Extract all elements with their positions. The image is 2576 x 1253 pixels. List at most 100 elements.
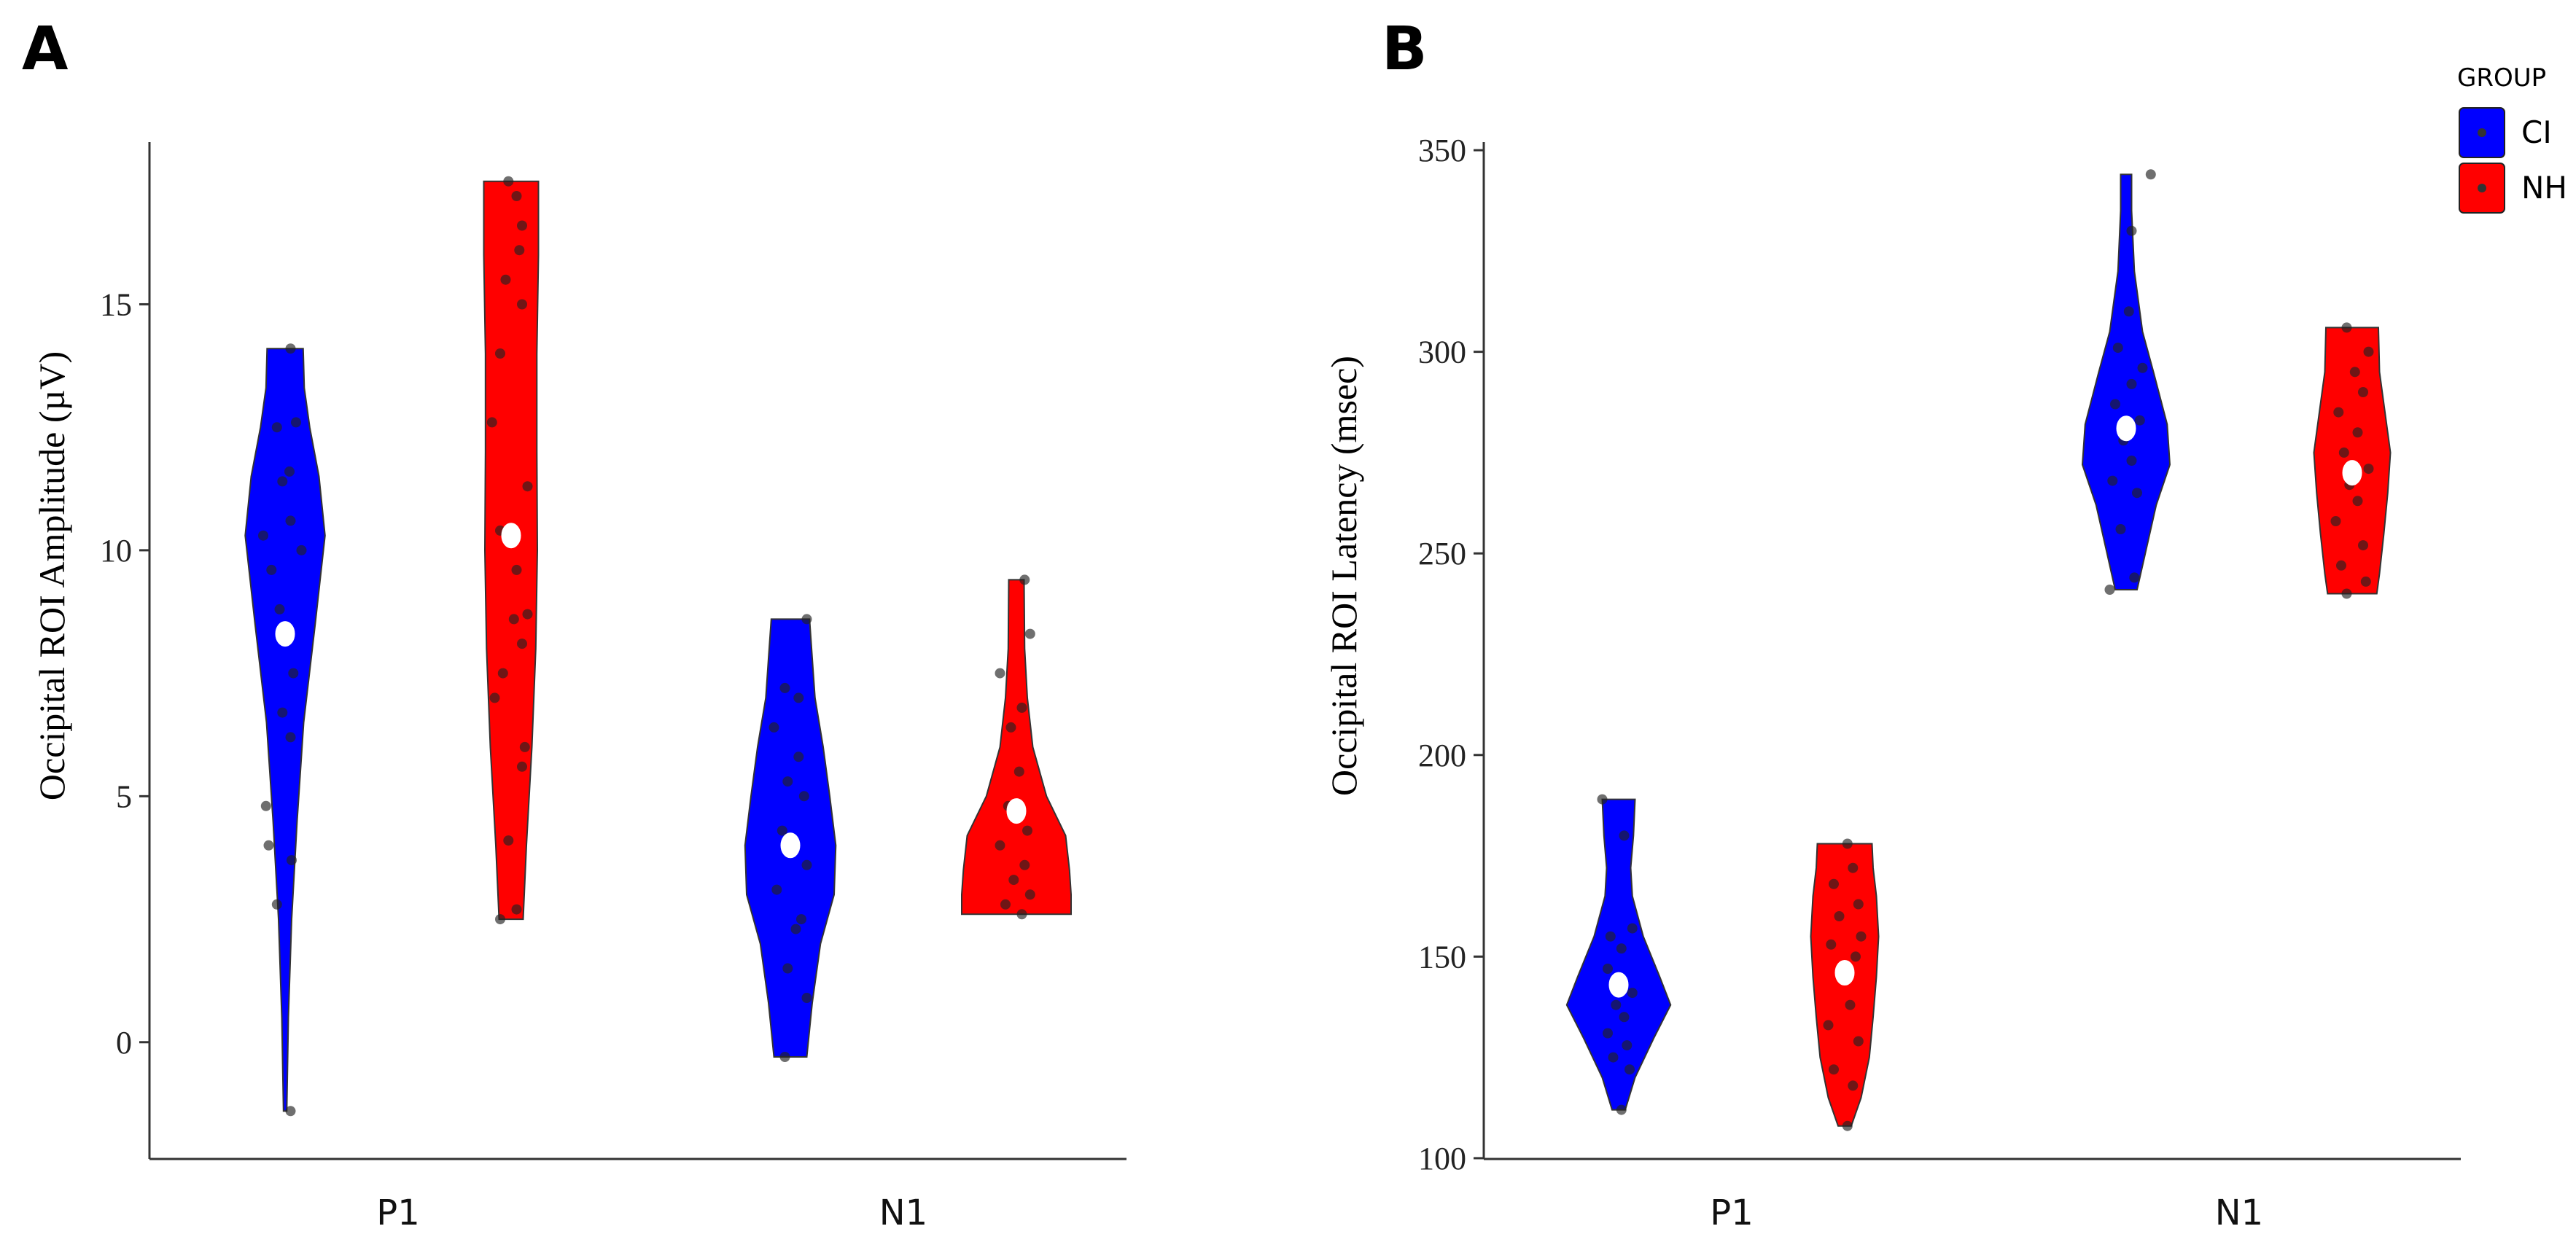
y-tick-label-b-4: 300 [1418,335,1466,370]
violin-a-p1-ci-point [266,564,277,575]
violin-a-p1-ci-point [277,476,288,487]
violin-b-n1-nh-point [2363,346,2374,357]
violin-b-p1-nh-point [1848,862,1859,873]
legend-key-nh-dot [2478,184,2486,192]
violin-a-p1-ci-point [260,800,271,811]
violin-a-p1-nh-mean-marker [501,523,521,549]
panel-label-b: B [1382,15,1428,84]
violin-a-p1-nh-point [503,835,514,846]
violin-b-p1-nh-point [1842,1120,1853,1131]
violin-a-p1-ci-point [271,422,282,433]
y-tick-label-a-3: 15 [100,286,132,322]
violin-b-p1-ci-point [1627,923,1638,934]
violin-a-n1-nh-point [1013,766,1024,777]
violin-a-p1-nh-point [508,614,519,625]
violin-b-n1-ci-point [2126,378,2137,389]
violin-b-n1-nh-point [2352,427,2363,438]
violin-a-p1-ci-point [291,417,301,428]
violin-a-n1-nh-point [995,668,1005,679]
violin-a-p1-nh-point [522,609,533,620]
violin-a-n1-nh-point [1016,702,1027,713]
violin-a-n1-nh-point [1016,909,1027,920]
y-axis-label-a: Occipital ROI Amplitude (µV) [31,351,72,800]
violin-a-p1-nh-point [511,564,522,575]
y-tick-label-a-1: 5 [116,778,132,814]
violin-a-p1-nh-point [489,692,500,703]
violin-a-p1-nh-point [503,176,514,187]
violin-b-p1-nh-point [1853,899,1864,910]
violin-a-p1-ci-point [285,1106,296,1117]
violin-a-p1-nh-point [500,274,511,285]
violin-b-p1-ci-point [1608,1052,1619,1063]
violin-a-p1-nh-point [517,220,527,231]
violin-a-p1-nh-point [519,741,530,752]
violin-b-p1-ci-point [1624,1064,1635,1075]
violin-a-p1-nh-point [522,481,533,492]
legend-key-ci-dot [2478,128,2486,137]
violin-b-p1-nh-point [1826,939,1837,950]
legend-title: GROUP [2457,63,2546,93]
violin-a-n1-ci-point [793,752,804,762]
y-tick-label-b-5: 350 [1418,133,1466,168]
violin-a-n1-nh-point [1019,574,1030,585]
violin-b-p1-ci-point [1627,988,1638,999]
violin-b-n1-nh-point [2358,540,2368,551]
violin-a-n1-ci-point [801,993,812,1003]
violin-b-p1-ci-mean-marker [1608,972,1629,998]
violin-b-n1-ci-point [2134,415,2145,426]
violin-a-p1-ci-point [263,840,274,851]
violin-b-n1-nh-point [2338,447,2349,458]
violin-b-n1-ci-point [2115,524,2126,534]
violin-a-n1-ci-point [782,776,793,787]
violin-b-p1-nh-point [1856,931,1867,942]
violin-a-n1-ci-point [798,791,809,802]
violin-b-n1-nh-point [2330,516,2341,526]
legend-label-ci: CI [2521,114,2552,150]
violin-a-p1-nh-point [517,761,527,772]
violin-a-n1-ci-point [779,682,790,693]
violin-a-n1-ci-point [768,722,779,733]
violins-a [244,176,1072,1117]
violin-b-n1-nh-point [2333,407,2344,418]
violin-a-p1-ci-point [285,515,296,526]
y-tick-label-b-3: 250 [1418,536,1466,571]
violin-b-n1-ci-point [2145,169,2156,180]
panel-a: A Occipital ROI Amplitude (µV) 0 5 10 15 P1 N… [22,15,1126,1233]
violin-b-p1-ci [1565,798,1672,1111]
violin-b-p1-ci-point [1616,1104,1627,1115]
x-tick-label-a-p1: P1 [376,1193,419,1233]
x-tick-label-b-n1: N1 [2215,1193,2263,1233]
violin-a-n1-nh-point [1019,859,1030,870]
violin-a-p1-nh-point [517,299,527,310]
violin-b-n1-nh-point [2360,576,2371,587]
violin-a-p1-ci-mean-marker [275,621,295,647]
violin-b-n1-ci-point [2129,572,2140,583]
violin-a-p1-ci-point [258,530,268,541]
violin-a-p1-nh-point [495,914,505,925]
violin-a-p1-ci [244,348,326,1112]
x-tick-label-a-n1: N1 [879,1193,927,1233]
panel-label-a: A [22,15,69,84]
axes-a: 0 5 10 15 P1 N1 [100,142,1126,1233]
legend: GROUP CI NH [2457,63,2567,214]
violin-b-n1-ci-point [2107,475,2118,486]
violin-b-n1-ci-point [2132,488,2142,499]
panel-b: B Occipital ROI Latency (msec) 100 150 200… [1323,15,2461,1233]
violin-b-p1-ci-point [1616,943,1627,954]
violin-a-n1-ci-point [782,963,793,974]
violin-b-n1-ci-point [2112,343,2123,354]
violin-a-n1-ci-point [779,1052,790,1062]
violin-a-n1-nh-point [1024,628,1035,639]
violin-a-n1-nh [961,579,1072,916]
violin-a-p1-ci-point [296,544,307,555]
y-tick-label-b-2: 200 [1418,738,1466,773]
violin-a-n1-ci-point [793,692,804,703]
violin-b-p1-nh-point [1848,1080,1859,1091]
violin-a-p1-nh-point [486,417,497,428]
axes-b: 100 150 200 250 300 350 P1 N1 [1418,133,2461,1233]
violin-a-n1-ci-point [801,614,812,625]
violin-b-p1-nh-point [1845,999,1856,1010]
violin-a-p1-ci-point [285,343,296,354]
violin-a-p1-ci-point [287,855,297,866]
